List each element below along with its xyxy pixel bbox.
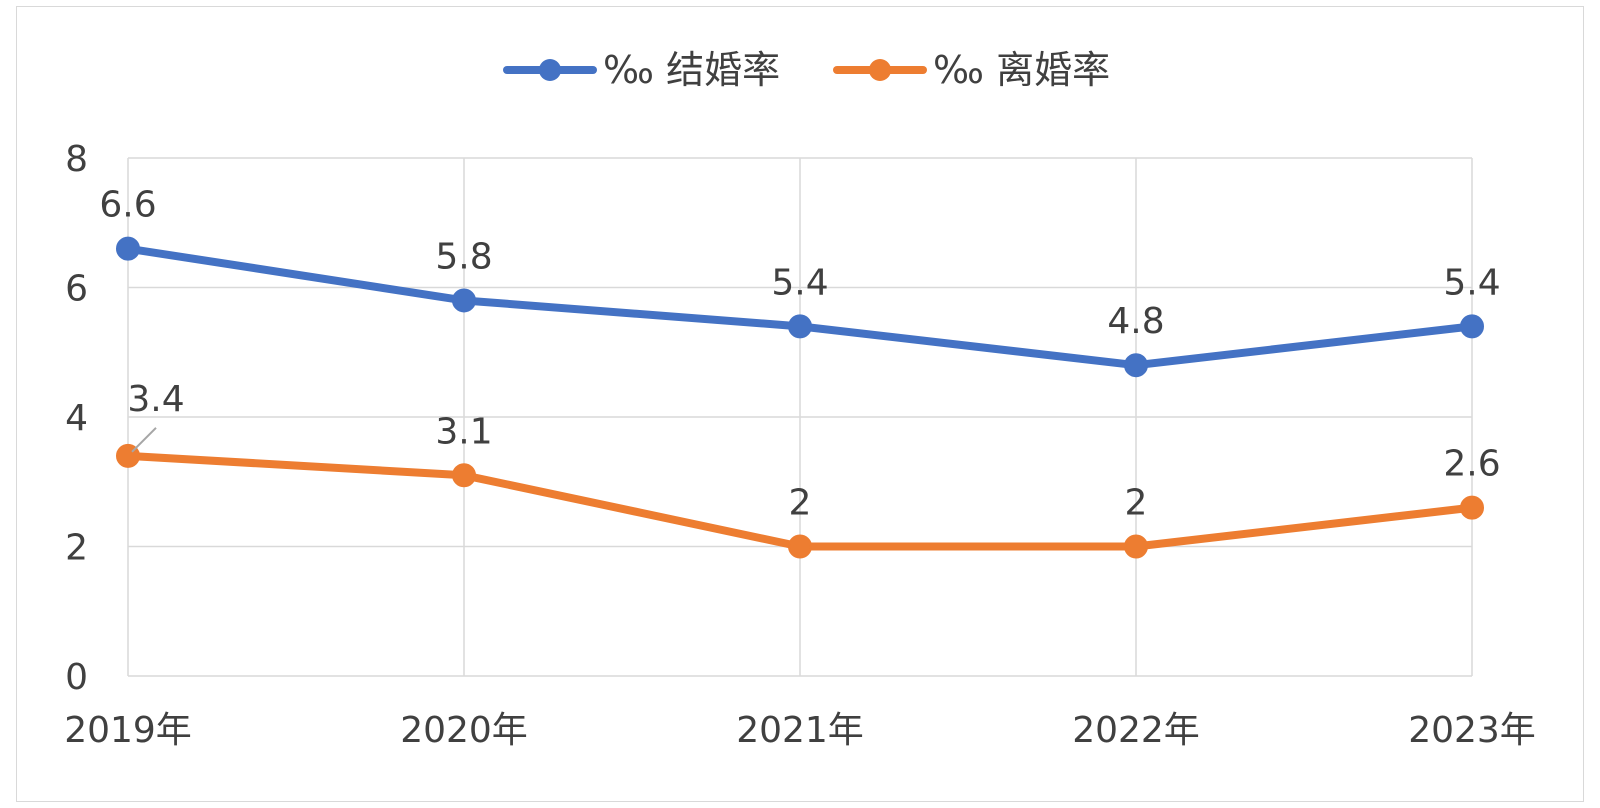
y-tick-label: 8: [65, 139, 88, 180]
y-tick-label: 6: [65, 269, 88, 310]
data-point: [1124, 534, 1148, 559]
data-label-leader: [131, 427, 157, 453]
data-label: 2: [789, 483, 812, 524]
data-point: [1460, 314, 1484, 339]
y-tick-label: 0: [65, 657, 88, 698]
data-point: [116, 236, 140, 261]
y-tick-label: 4: [65, 398, 88, 439]
grid-layer: [127, 157, 1473, 677]
legend-label: ‰ 结婚率: [603, 48, 780, 92]
data-label: 2.6: [1443, 444, 1500, 485]
data-label: 4.8: [1107, 301, 1164, 342]
legend-label: ‰ 离婚率: [933, 48, 1110, 92]
data-label: 5.8: [435, 236, 492, 277]
x-tick-label: 2021年: [736, 710, 864, 751]
x-tick-label: 2022年: [1072, 710, 1200, 751]
data-point: [788, 534, 812, 559]
legend-swatch-marker: [539, 59, 561, 81]
data-label: 6.6: [99, 185, 156, 226]
data-point: [1460, 495, 1484, 520]
data-point: [788, 314, 812, 339]
data-label: 3.1: [435, 411, 492, 452]
x-tick-label: 2019年: [64, 710, 192, 751]
series-layer: [116, 236, 1484, 559]
data-label: 5.4: [771, 262, 828, 303]
legend-entry[interactable]: ‰ 结婚率: [503, 48, 780, 92]
legend[interactable]: ‰ 结婚率 ‰ 离婚率: [503, 48, 1110, 92]
x-tick-label: 2023年: [1408, 710, 1536, 751]
legend-swatch-marker: [869, 59, 891, 81]
y-tick-label: 2: [65, 528, 88, 569]
data-point: [452, 463, 476, 488]
x-tick-label: 2020年: [400, 710, 528, 751]
data-label: 2: [1125, 483, 1148, 524]
data-label-layer: 6.6 5.8 5.4 4.8 5.4 3.4 3.1 2 2 2.6: [99, 185, 1500, 524]
data-label: 3.4: [127, 379, 184, 420]
data-point: [1124, 353, 1148, 378]
data-label: 5.4: [1443, 262, 1500, 303]
axis-layer: 0 2 4 6 8 2019年 2020年 2021年 2022年 2023年: [64, 139, 1536, 751]
data-point: [452, 288, 476, 313]
legend-entry[interactable]: ‰ 离婚率: [833, 48, 1110, 92]
